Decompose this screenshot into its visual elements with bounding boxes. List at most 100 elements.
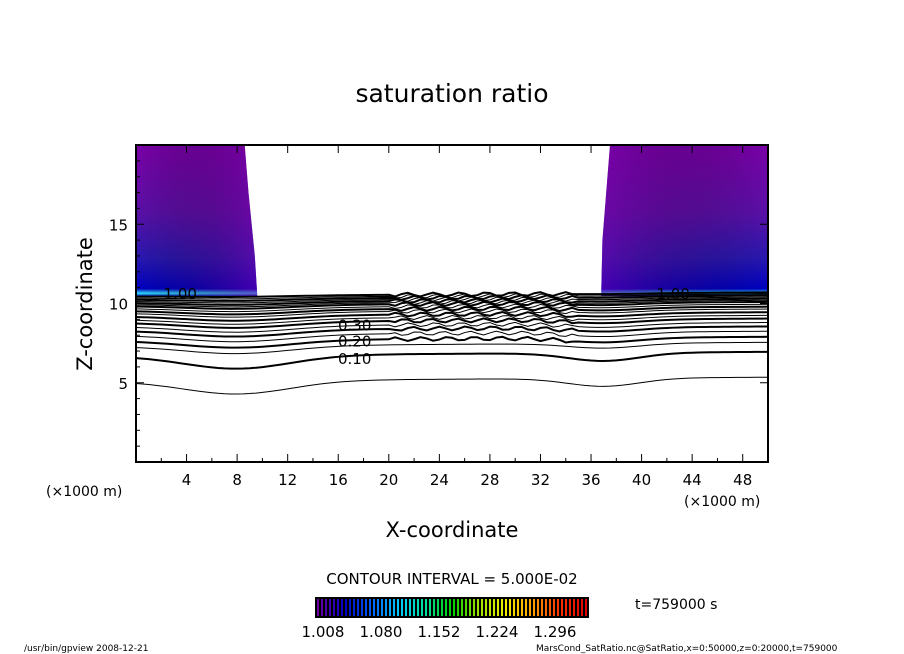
x-tick-label: 36 [581,471,600,489]
colorbar-stripe [357,599,359,616]
colorbar-stripe [365,599,367,616]
colorbar-tick-label: 1.008 [302,623,345,641]
colorbar-stripe [409,599,411,616]
x-tick-label: 24 [430,471,449,489]
colorbar-stripe [405,599,407,616]
contour-line-0.50 [135,311,769,322]
colorbar-stripe [577,599,579,616]
contour-line-0.30 [135,325,769,338]
colorbar-stripe [325,599,327,616]
contour-line-0.90 [135,294,769,302]
colorbar-stripe [353,599,355,616]
contour-label: 0.20 [338,333,371,351]
colorbar-stripe [505,599,507,616]
colorbar-stripe [457,599,459,616]
colorbar-stripe [553,599,555,616]
chart-title: saturation ratio [355,79,548,108]
colorbar-stripe [517,599,519,616]
colorbar-stripe [349,599,351,616]
contour-line-1.00 [135,291,769,298]
colorbar-stripe [389,599,391,616]
colorbar-stripe [485,599,487,616]
x-tick-label: 40 [632,471,651,489]
contour-line-0.25 [135,330,769,343]
colorbar-tick-label: 1.152 [418,623,461,641]
colorbar-stripe [317,599,319,616]
contour-label: 1.00 [164,285,197,303]
footer-right: MarsCond_SatRatio.nc@SatRatio,x=0:50000,… [536,644,838,654]
colorbar-stripe [437,599,439,616]
colorbar-stripe [513,599,515,616]
time-label: t=759000 s [635,597,717,613]
colorbar-stripe [565,599,567,616]
contour-line-0.40 [135,317,769,329]
colorbar-tick-label: 1.080 [360,623,403,641]
contour-line-0.35 [135,321,769,333]
x-tick-label: 8 [232,471,242,489]
colorbar-stripe [421,599,423,616]
colorbar-stripe [497,599,499,616]
colorbar-tick-labels: 1.008 1.080 1.152 1.224 1.296 [302,623,577,641]
contour-line-0.05 [135,376,769,395]
colorbar-stripe [493,599,495,616]
contour-label: 1.00 [656,285,689,303]
colorbar-stripe [397,599,399,616]
colorbar-stripe [509,599,511,616]
colorbar-stripe [413,599,415,616]
colorbar-stripe [333,599,335,616]
colorbar-stripe [329,599,331,616]
colorbar-stripe [453,599,455,616]
y-axis-label: Z-coordinate [73,237,97,371]
footer-left: /usr/bin/gpview 2008-12-21 [24,644,148,654]
colorbar-stripe [549,599,551,616]
contour-label: 0.30 [338,317,371,335]
colorbar-stripe [501,599,503,616]
colorbar-stripe [433,599,435,616]
colorbar-tick-label: 1.224 [476,623,519,641]
x-tick-label: 28 [480,471,499,489]
x-unit-right: (×1000 m) [684,494,760,510]
x-tick-label: 44 [683,471,702,489]
x-axis-label: X-coordinate [386,518,519,542]
contour-lines [135,291,769,395]
x-tick-label: 12 [278,471,297,489]
colorbar-stripe [545,599,547,616]
colorbar-stripe [385,599,387,616]
colorbar-stripe [425,599,427,616]
y-axis-ticks: 5 10 15 [109,160,768,447]
colorbar-stripe [417,599,419,616]
contour-line-0.65 [135,303,769,313]
colorbar-stripe [561,599,563,616]
colorbar-stripe [449,599,451,616]
colorbar-stripe [573,599,575,616]
colorbar-stripe [533,599,535,616]
x-tick-label: 4 [182,471,192,489]
colorbar-stripe [393,599,395,616]
colorbar-stripe [569,599,571,616]
colorbar-stripe [345,599,347,616]
colorbar-stripe [469,599,471,616]
y-tick-label: 15 [109,216,128,234]
contour-line-0.60 [135,305,769,316]
colorbar-stripe [557,599,559,616]
colorbar-stripe [477,599,479,616]
y-tick-label: 10 [109,296,128,314]
colorbar-stripe [521,599,523,616]
x-axis-ticks: 4 8 12 16 20 24 28 32 36 40 44 48 [160,145,752,489]
colorbar-tick-label: 1.296 [534,623,577,641]
contour-line-0.75 [135,299,769,308]
colorbar-stripe [445,599,447,616]
colorbar-stripe [369,599,371,616]
colorbar-stripe [529,599,531,616]
colorbar-frame [315,597,589,618]
x-tick-label: 20 [379,471,398,489]
contour-line-0.15 [135,341,769,355]
contour-line-0.45 [135,314,769,325]
colorbar-stripe [537,599,539,616]
colorbar-stripe [473,599,475,616]
colorbar-stripe [481,599,483,616]
colorbar-stripe [401,599,403,616]
colorbar [316,598,588,617]
colorbar-stripe [541,599,543,616]
